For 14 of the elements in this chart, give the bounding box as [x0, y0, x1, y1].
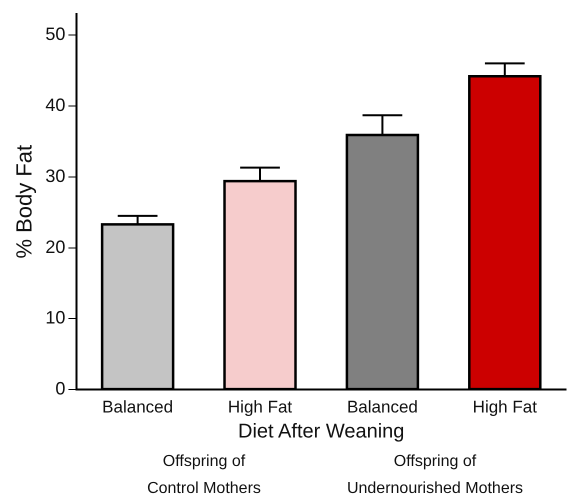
y-tick-label: 30 — [45, 166, 66, 186]
x-tick-label: High Fat — [228, 397, 292, 416]
y-tick-label: 20 — [45, 236, 66, 257]
y-axis-title: % Body Fat — [11, 144, 36, 259]
y-tick-label: 40 — [45, 94, 66, 115]
x-tick-label: Balanced — [346, 397, 418, 416]
text: Offspring of Control Mothers — [146, 452, 262, 499]
x-tick-label: Balanced — [102, 397, 174, 416]
y-tick-label: 50 — [45, 24, 66, 44]
y-tick-label: 0 — [55, 378, 66, 399]
y-tick-label: 10 — [45, 308, 66, 328]
x-axis-title: Diet After Weaning — [238, 420, 404, 443]
x-tick-label: High Fat — [472, 397, 538, 416]
text: Offspring of Undernourished Mothers — [346, 452, 524, 499]
